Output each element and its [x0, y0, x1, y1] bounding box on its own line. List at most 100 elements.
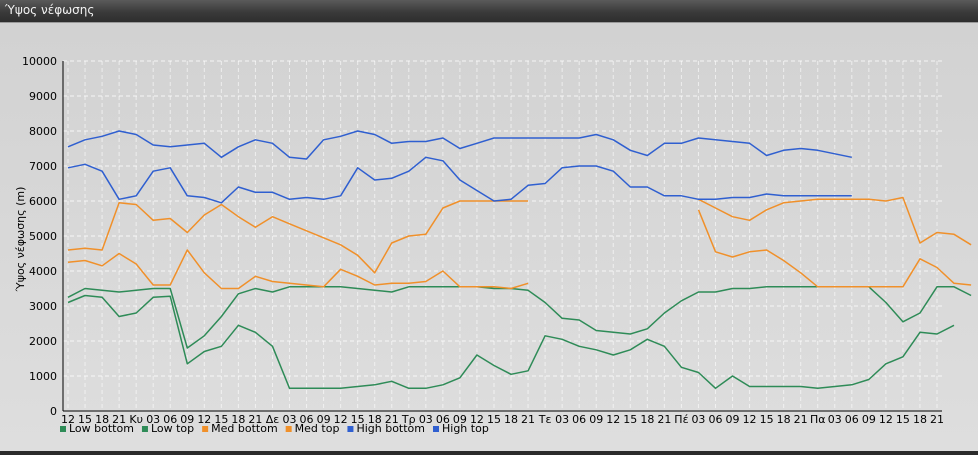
series-high-top — [67, 130, 852, 160]
x-tick-label: 18 — [913, 413, 927, 426]
x-tick-label: 12 — [197, 413, 211, 426]
x-tick-label: 12 — [470, 413, 484, 426]
legend-item: Low top — [141, 422, 194, 435]
x-tick-label: 03 — [691, 413, 705, 426]
legend-label: High bottom — [356, 422, 425, 435]
series-med-bottom — [67, 209, 972, 290]
x-tick-label: 06 — [300, 413, 314, 426]
series-med-top — [67, 196, 972, 274]
y-tick-label: 3000 — [29, 300, 57, 313]
legend-label: Low bottom — [69, 422, 134, 435]
x-tick-label: 18 — [640, 413, 654, 426]
y-axis-label: Ύψος νέφωσης (m) — [14, 187, 27, 293]
x-tick-label: Πέ — [674, 413, 688, 426]
y-tick-label: 1000 — [29, 370, 57, 383]
x-tick-label: 03 — [283, 413, 297, 426]
x-tick-label: Τε — [538, 413, 552, 426]
y-tick-label: 9000 — [29, 90, 57, 103]
legend-swatch — [433, 426, 439, 432]
x-tick-label: 12 — [743, 413, 757, 426]
x-tick-label: 06 — [708, 413, 722, 426]
legend-swatch — [141, 426, 148, 432]
x-tick-label: 15 — [760, 413, 774, 426]
x-tick-label: 12 — [879, 413, 893, 426]
x-tick-label: 06 — [163, 413, 177, 426]
x-tick-label: 15 — [351, 413, 365, 426]
y-tick-label: 10000 — [22, 55, 57, 68]
chart-area: 0 1000 2000 3000 4000 5000 6000 7000 8000 9000 100… — [0, 22, 978, 451]
x-tick-label: 18 — [95, 413, 109, 426]
x-tick-label: 03 — [828, 413, 842, 426]
legend-swatch — [347, 426, 354, 432]
axes: 0 1000 2000 3000 4000 5000 6000 7000 8000 9000 100… — [22, 55, 944, 426]
x-tick-label: Τρ — [401, 413, 416, 426]
x-tick-label: 06 — [572, 413, 586, 426]
x-tick-label: 21 — [930, 413, 944, 426]
series-line — [67, 286, 972, 349]
x-tick-label: 12 — [334, 413, 348, 426]
y-tick-label: 7000 — [29, 160, 57, 173]
series-line — [67, 294, 955, 390]
y-tick-label: 6000 — [29, 195, 57, 208]
legend-swatch — [202, 426, 209, 432]
series-line — [67, 156, 852, 204]
series-line — [67, 209, 972, 290]
legend-item: Med bottom — [202, 422, 278, 435]
y-tick-label: 5000 — [29, 230, 57, 243]
y-tick-label: 0 — [50, 405, 57, 418]
x-tick-label: 09 — [180, 413, 194, 426]
x-tick-label: 21 — [112, 413, 126, 426]
y-tick-label: 8000 — [29, 125, 57, 138]
legend-item: High bottom — [347, 422, 425, 435]
x-tick-label: 21 — [248, 413, 262, 426]
x-tick-label: 12 — [606, 413, 620, 426]
x-tick-label: 03 — [555, 413, 569, 426]
x-tick-label: 03 — [146, 413, 160, 426]
x-tick-label: 18 — [368, 413, 382, 426]
x-tick-label: 15 — [623, 413, 637, 426]
legend-label: Med bottom — [211, 422, 278, 435]
x-tick-label: 15 — [214, 413, 228, 426]
legend-item: Med top — [285, 422, 340, 435]
cloud-height-chart: 0 1000 2000 3000 4000 5000 6000 7000 8000 9000 100… — [14, 55, 972, 435]
x-tick-label: 09 — [862, 413, 876, 426]
x-tick-label: Πα — [810, 413, 826, 426]
series-low-top — [67, 286, 972, 349]
x-tick-label: 15 — [896, 413, 910, 426]
legend-label: Med top — [295, 422, 340, 435]
x-tick-label: 21 — [657, 413, 671, 426]
x-tick-label: 09 — [726, 413, 740, 426]
legend-item: Low bottom — [60, 422, 134, 435]
legend-label: Low top — [151, 422, 194, 435]
x-tick-label: 18 — [504, 413, 518, 426]
x-tick-label: 09 — [453, 413, 467, 426]
series-line — [67, 130, 852, 160]
x-tick-label: 21 — [521, 413, 535, 426]
y-tick-label: 4000 — [29, 265, 57, 278]
legend-swatch — [60, 426, 66, 432]
x-tick-label: 03 — [419, 413, 433, 426]
y-tick-label: 2000 — [29, 335, 57, 348]
legend-label: High top — [442, 422, 489, 435]
x-tick-label: 21 — [385, 413, 399, 426]
x-tick-label: 15 — [78, 413, 92, 426]
title-bar: Ύψος νέφωσης — [0, 0, 978, 22]
x-tick-label: 12 — [61, 413, 75, 426]
x-tick-label: Κυ — [129, 413, 143, 426]
x-tick-label: Δε — [266, 413, 280, 426]
x-tick-label: 18 — [231, 413, 245, 426]
x-tick-label: 21 — [794, 413, 808, 426]
x-tick-label: 09 — [589, 413, 603, 426]
series-low-bottom — [67, 294, 955, 390]
legend: Low bottom Low top Med bottom Med top High b… — [60, 422, 489, 435]
x-tick-label: 09 — [317, 413, 331, 426]
legend-item: High top — [433, 422, 489, 435]
legend-swatch — [285, 426, 292, 432]
x-tick-label: 18 — [777, 413, 791, 426]
series-high-bottom — [67, 156, 852, 204]
x-tick-label: 06 — [845, 413, 859, 426]
window-title: Ύψος νέφωσης — [5, 3, 95, 17]
series-lines — [67, 130, 972, 390]
x-tick-label: 06 — [436, 413, 450, 426]
